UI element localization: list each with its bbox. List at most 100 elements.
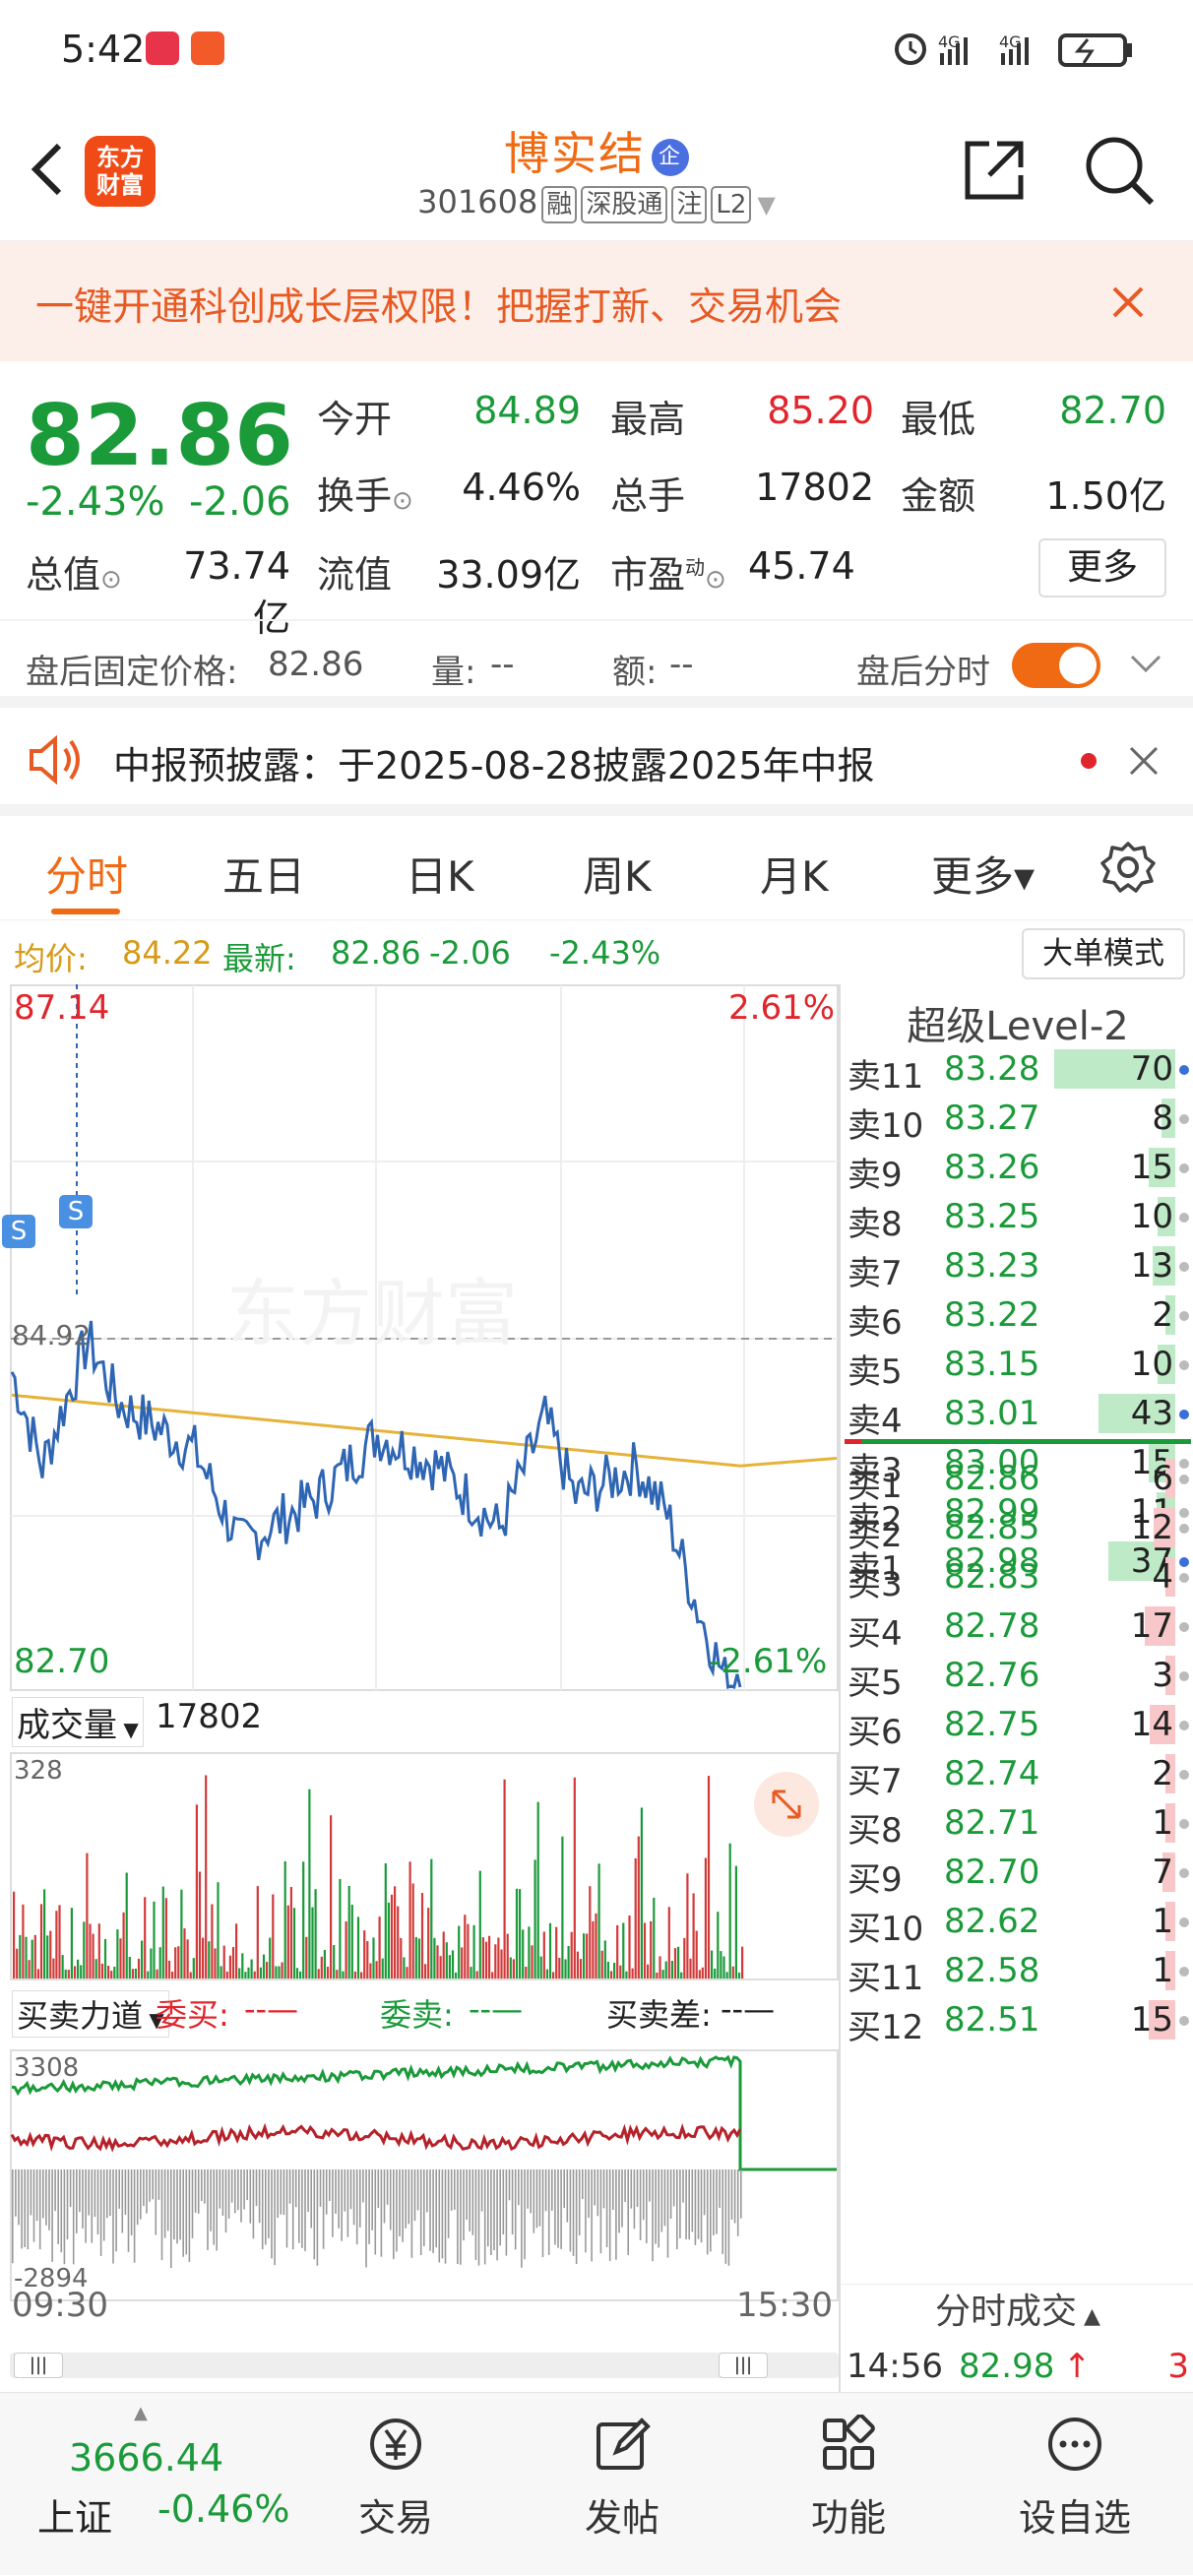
- bid-row[interactable]: 买7 82.74 2: [841, 1750, 1193, 1801]
- level-name: 卖5: [848, 1352, 903, 1392]
- volume-bar: [461, 1947, 464, 1979]
- volume-indicator-select[interactable]: 成交量 ▼: [12, 1697, 144, 1747]
- volume-panel[interactable]: 成交量 ▼ 17802 328: [10, 1693, 839, 1988]
- trades-header[interactable]: 分时成交 ▲: [841, 2284, 1193, 2339]
- close-icon[interactable]: [1128, 745, 1160, 777]
- force-bar: [115, 2169, 117, 2252]
- info-icon[interactable]: ⊙: [705, 565, 726, 595]
- quantity-bar: [1108, 1541, 1175, 1581]
- chevron-down-icon[interactable]: [1130, 655, 1162, 674]
- promo-banner[interactable]: 一键开通科创成长层权限！把握打新、交易机会: [0, 241, 1193, 361]
- bid-row[interactable]: 买5 82.76 3: [841, 1652, 1193, 1703]
- time-axis: 09:30 15:30 ||| |||: [10, 2284, 839, 2382]
- eastmoney-logo[interactable]: 东方 财富: [85, 136, 156, 207]
- earnings-notice[interactable]: 中报预披露：于2025-08-28披露2025年中报: [0, 708, 1193, 816]
- turnover-label[interactable]: 换手⊙: [317, 466, 413, 520]
- volume-bar: [228, 1955, 231, 1979]
- force-bar: [265, 2169, 267, 2245]
- volume-bar: [628, 1916, 631, 1979]
- volume-bar: [427, 1908, 430, 1979]
- sell-signal-marker[interactable]: S: [2, 1215, 35, 1248]
- volume-bar: [241, 1953, 244, 1979]
- level2-order-book[interactable]: 超级Level-2 卖11 83.28 70 卖10 83.27 8 卖9 83.26 15 卖8…: [839, 984, 1193, 2392]
- more-quote-button[interactable]: 更多: [1038, 538, 1166, 597]
- force-bar: [508, 2169, 511, 2201]
- force-bar: [255, 2169, 258, 2207]
- nav-post[interactable]: 发帖: [534, 2393, 711, 2576]
- level-quantity: 8: [1152, 1099, 1173, 1138]
- indicator-select[interactable]: 买卖力道 ▼: [12, 1990, 169, 2038]
- buy-sell-force-panel[interactable]: 买卖力道 ▼ 委买: --— 委卖: --— 买卖差: --— 3308 -28…: [10, 1988, 839, 2301]
- volume-bar: [372, 1937, 375, 1979]
- ask-row[interactable]: 卖10 83.27 8: [841, 1095, 1193, 1146]
- force-bar: [285, 2169, 288, 2248]
- after-hours-toggle[interactable]: [1012, 643, 1100, 688]
- chart-max-price: 87.14: [14, 988, 110, 1028]
- volume-bar: [731, 1966, 734, 1979]
- bid-row[interactable]: 买1 82.86 6: [841, 1455, 1193, 1506]
- big-order-mode-button[interactable]: 大单模式: [1022, 928, 1185, 979]
- time-range-slider[interactable]: ||| |||: [10, 2353, 839, 2378]
- quantity-bar: [1152, 1246, 1175, 1286]
- volume-bar: [406, 1967, 408, 1979]
- settings-gear-icon[interactable]: [1100, 840, 1156, 895]
- ask-row[interactable]: 卖7 83.23 13: [841, 1242, 1193, 1293]
- nav-add-watchlist[interactable]: 设自选: [986, 2393, 1163, 2576]
- ask-row[interactable]: 卖11 83.28 70: [841, 1045, 1193, 1097]
- bid-row[interactable]: 买8 82.71 1: [841, 1799, 1193, 1851]
- tab-five-day[interactable]: 五日: [222, 852, 306, 901]
- info-icon[interactable]: ⊙: [100, 565, 122, 595]
- ask-row[interactable]: 卖8 83.25 10: [841, 1193, 1193, 1244]
- volume-bar: [153, 1901, 156, 1979]
- bid-row[interactable]: 买6 82.75 14: [841, 1701, 1193, 1752]
- ask-row[interactable]: 卖5 83.15 10: [841, 1341, 1193, 1392]
- bid-row[interactable]: 买10 82.62 1: [841, 1898, 1193, 1949]
- ask-row[interactable]: 卖6 83.22 2: [841, 1291, 1193, 1343]
- search-icon[interactable]: [1083, 134, 1156, 207]
- level-quantity: 7: [1152, 1853, 1173, 1892]
- quantity-bar: [1165, 1902, 1175, 1941]
- nav-trade[interactable]: 交易: [307, 2393, 484, 2576]
- pe-label[interactable]: 市盈动⊙: [610, 544, 726, 598]
- stock-code-line[interactable]: 301608 融深股通注 L2 ▼: [0, 183, 1193, 223]
- volume-bar: [283, 1860, 286, 1979]
- order-dot: [1179, 1622, 1189, 1632]
- after-hours-bar: 盘后固定价格: 82.86 量: -- 额: -- 盘后分时: [0, 619, 1193, 708]
- intraday-chart[interactable]: 东方财富 87.14 2.61% 84.92 82.70 -2.61% S S: [2, 984, 839, 1693]
- dropdown-arrow-icon[interactable]: ▼: [757, 191, 776, 219]
- tab-weekly-k[interactable]: 周K: [583, 852, 652, 901]
- bid-row[interactable]: 买11 82.58 1: [841, 1947, 1193, 1998]
- tab-monthly-k[interactable]: 月K: [760, 852, 829, 901]
- market-cap-label[interactable]: 总值⊙: [26, 544, 122, 598]
- info-icon[interactable]: ⊙: [392, 486, 413, 516]
- float-cap-label: 流值: [317, 553, 393, 597]
- volume-bar: [634, 1857, 637, 1979]
- close-icon[interactable]: [1110, 284, 1146, 320]
- tab-timeshare[interactable]: 分时: [45, 852, 129, 901]
- tab-more[interactable]: 更多▾: [931, 852, 1036, 901]
- back-arrow-icon[interactable]: [28, 140, 67, 199]
- tab-daily-k[interactable]: 日K: [406, 852, 474, 901]
- volume-bar: [711, 1950, 714, 1979]
- force-bar: [441, 2169, 444, 2259]
- force-bar: [94, 2169, 96, 2218]
- slider-handle-right[interactable]: |||: [719, 2353, 768, 2378]
- index-ticker[interactable]: 3666.44 上证 -0.46% ▲: [0, 2393, 289, 2576]
- slider-handle-left[interactable]: |||: [14, 2353, 63, 2378]
- bid-row[interactable]: 买2 82.85 12: [841, 1504, 1193, 1555]
- bid-row[interactable]: 买4 82.78 17: [841, 1602, 1193, 1654]
- sell-signal-marker[interactable]: S: [59, 1195, 93, 1228]
- expand-icon[interactable]: [754, 1772, 819, 1837]
- volume-bar: [647, 1964, 650, 1979]
- nav-functions[interactable]: 功能: [760, 2393, 937, 2576]
- bid-row[interactable]: 买12 82.51 15: [841, 1996, 1193, 2047]
- force-bar: [329, 2169, 331, 2201]
- ask-row[interactable]: 卖4 83.01 43: [841, 1390, 1193, 1441]
- force-bar: [271, 2169, 273, 2259]
- stock-title[interactable]: 博实结企: [0, 118, 1193, 183]
- ask-row[interactable]: 卖9 83.26 15: [841, 1144, 1193, 1195]
- share-icon[interactable]: [960, 136, 1029, 205]
- bid-row[interactable]: 买3 82.83 4: [841, 1553, 1193, 1604]
- bid-row[interactable]: 买9 82.70 7: [841, 1849, 1193, 1900]
- ask-row[interactable]: 卖1 82.98 37: [841, 1538, 1193, 1589]
